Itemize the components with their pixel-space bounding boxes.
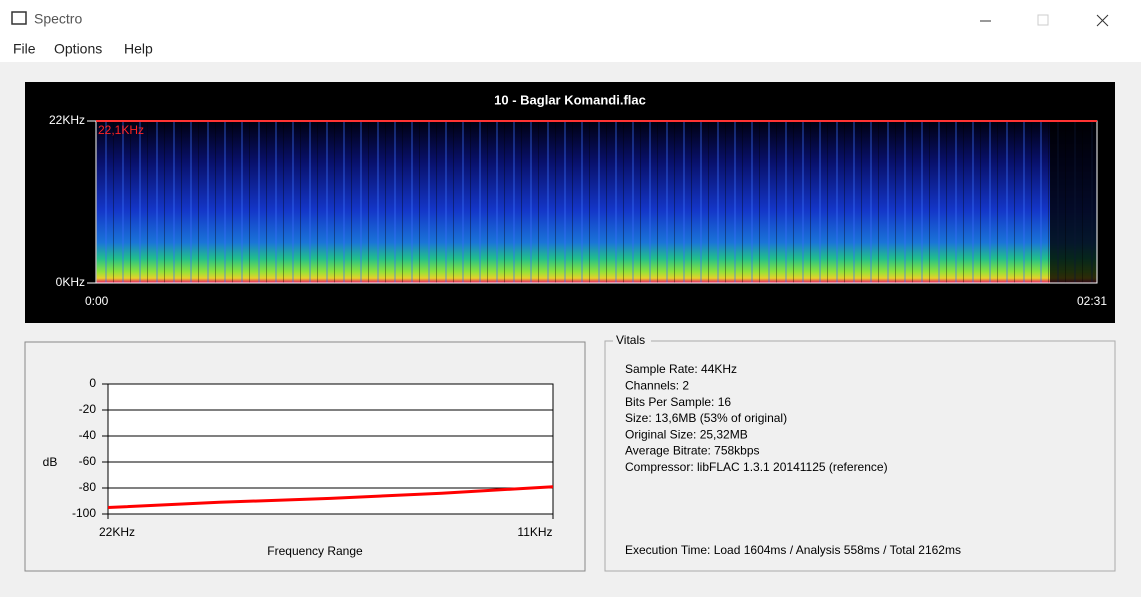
time-label: 0:00 <box>85 294 109 308</box>
app-icon <box>11 11 27 25</box>
x-tick-label: 22KHz <box>99 525 135 539</box>
y-tick-label: 0 <box>89 376 96 390</box>
vitals-title: Vitals <box>616 333 645 347</box>
plot-area <box>107 383 554 515</box>
freq-label: 0KHz <box>56 275 85 289</box>
y-tick-label: -80 <box>79 480 97 494</box>
freq-label: 22KHz <box>49 113 85 127</box>
vitals-line: Size: 13,6MB (53% of original) <box>625 411 787 425</box>
spectrogram-tail <box>1050 121 1097 283</box>
vitals-line: Original Size: 25,32MB <box>625 427 748 441</box>
data-line <box>107 485 554 509</box>
menu-item[interactable]: Options <box>54 41 102 57</box>
vitals-line: Sample Rate: 44KHz <box>625 362 737 376</box>
vitals-line: Bits Per Sample: 16 <box>625 395 731 409</box>
time-label: 02:31 <box>1077 294 1107 308</box>
spectrogram-title: 10 - Baglar Komandi.flac <box>494 92 646 107</box>
menu-bar <box>0 40 1141 62</box>
vitals-line: Average Bitrate: 758kbps <box>625 444 760 458</box>
close-button[interactable] <box>1096 14 1109 27</box>
maximize-button[interactable] <box>1037 14 1049 26</box>
y-tick-label: -40 <box>79 428 97 442</box>
spectrogram-texture <box>96 121 1097 283</box>
vitals-group <box>604 340 1116 572</box>
y-tick-label: -100 <box>72 506 96 520</box>
menu-item[interactable]: File <box>13 41 36 57</box>
vitals-legend-bg <box>613 334 651 348</box>
x-axis-label: Frequency Range <box>267 544 363 558</box>
title-bar <box>0 0 1141 40</box>
execution-time: Execution Time: Load 1604ms / Analysis 5… <box>625 543 961 557</box>
y-tick-label: -20 <box>79 402 97 416</box>
vitals-line: Compressor: libFLAC 1.3.1 20141125 (refe… <box>625 460 888 474</box>
y-axis-label: dB <box>43 455 58 469</box>
window-title: Spectro <box>34 11 82 27</box>
cutoff-label: 22,1KHz <box>98 123 144 137</box>
vitals-line: Channels: 2 <box>625 378 689 392</box>
y-tick-label: -60 <box>79 454 97 468</box>
x-tick-label: 11KHz <box>517 525 552 539</box>
menu-item[interactable]: Help <box>124 41 153 57</box>
